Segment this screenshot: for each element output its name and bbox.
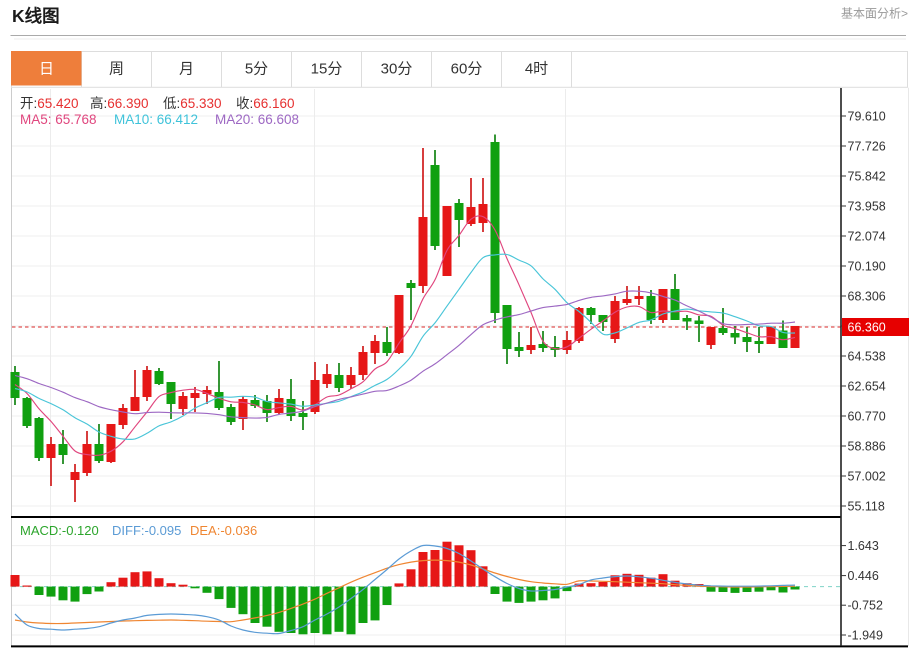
svg-text:70.190: 70.190: [848, 260, 886, 274]
svg-text:60.770: 60.770: [848, 410, 886, 424]
svg-text:72.074: 72.074: [848, 230, 886, 244]
svg-text:58.886: 58.886: [848, 440, 886, 454]
svg-text:30分: 30分: [381, 61, 413, 78]
svg-text:79.610: 79.610: [848, 110, 886, 124]
svg-text:64.538: 64.538: [848, 350, 886, 364]
svg-text:4时: 4时: [525, 61, 548, 78]
svg-text:0.446: 0.446: [848, 569, 879, 583]
svg-text:73.958: 73.958: [848, 200, 886, 214]
svg-text:周: 周: [109, 61, 124, 78]
svg-text:57.002: 57.002: [848, 470, 886, 484]
svg-text:62.654: 62.654: [848, 380, 886, 394]
svg-text:-1.949: -1.949: [848, 629, 883, 643]
svg-text:5分: 5分: [245, 61, 268, 78]
svg-text:75.842: 75.842: [848, 170, 886, 184]
svg-text:K线图: K线图: [12, 6, 60, 26]
svg-text:-0.752: -0.752: [848, 599, 883, 613]
svg-text:15分: 15分: [311, 61, 343, 78]
svg-text:基本面分析>: 基本面分析>: [841, 7, 908, 21]
svg-text:月: 月: [179, 61, 194, 78]
svg-text:1.643: 1.643: [848, 539, 879, 553]
svg-text:66.360: 66.360: [848, 321, 886, 335]
svg-text:60分: 60分: [451, 61, 483, 78]
svg-text:68.306: 68.306: [848, 290, 886, 304]
svg-text:55.118: 55.118: [848, 500, 885, 514]
svg-text:日: 日: [39, 61, 54, 78]
svg-text:77.726: 77.726: [848, 140, 886, 154]
